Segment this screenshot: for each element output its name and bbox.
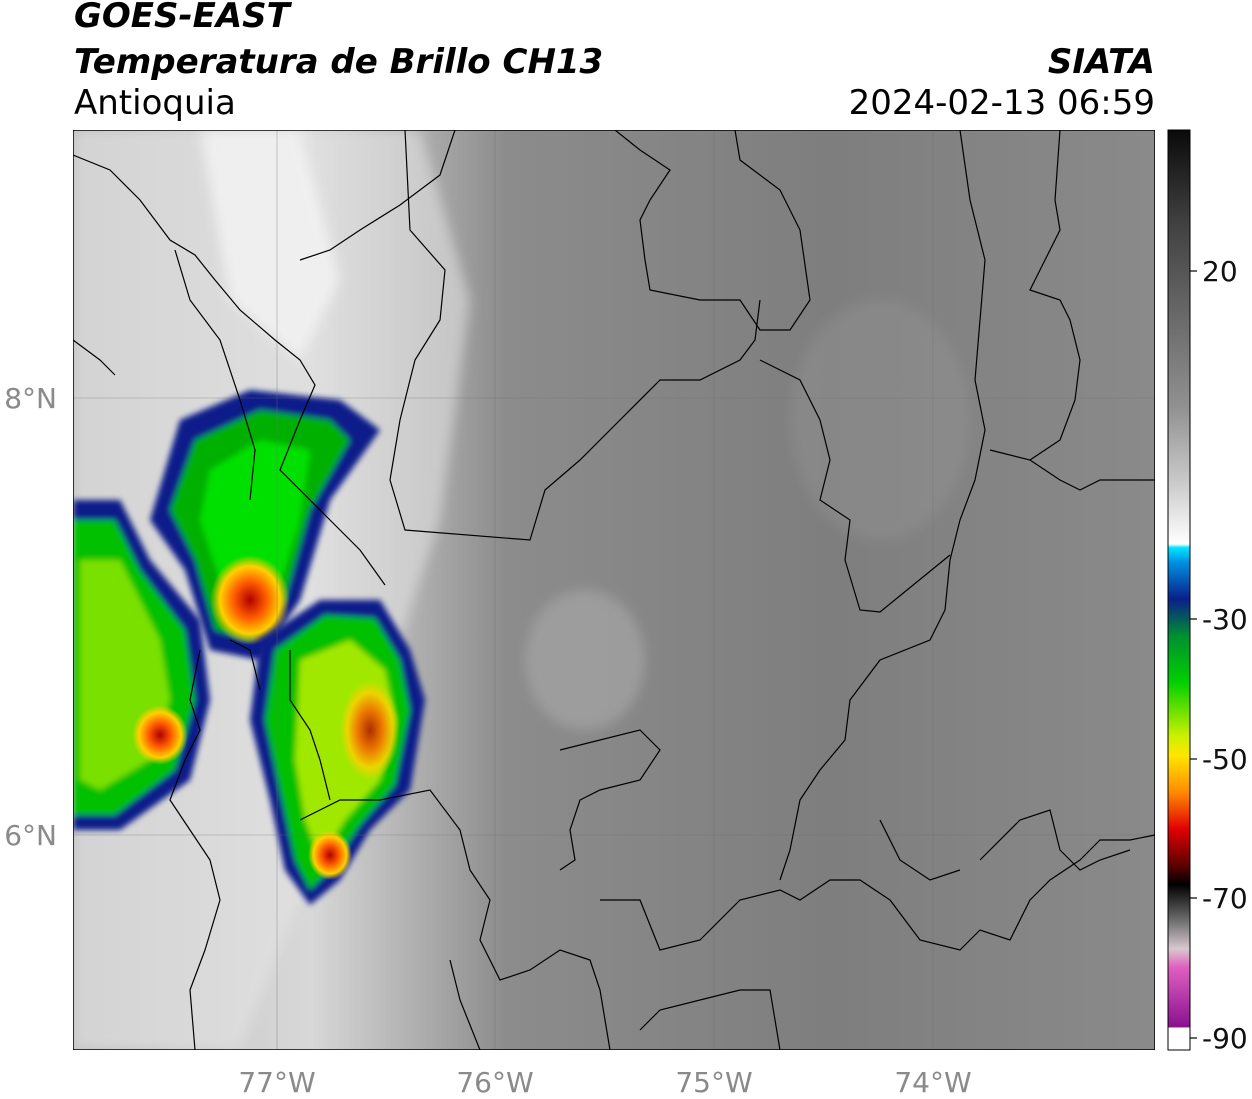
colorbar-tick-minus50: -50 (1202, 743, 1248, 776)
colorbar-tick-minus90: -90 (1202, 1022, 1248, 1055)
map-imagery (73, 130, 1155, 1050)
lon-tick-74w: 74°W (894, 1066, 971, 1099)
datetime-label: 2024-02-13 06:59 (848, 83, 1155, 123)
satellite-title: GOES-EAST (74, 0, 290, 36)
product-title: Temperatura de Brillo CH13 (74, 42, 604, 82)
lat-tick-8n: 8°N (4, 382, 57, 415)
colorbar-tick-minus30: -30 (1202, 603, 1248, 636)
lat-tick-6n: 6°N (4, 819, 57, 852)
colorbar: 20 -30 -50 -70 -90 (1167, 129, 1248, 1055)
colorbar-tick-20: 20 (1202, 255, 1238, 288)
region-label: Antioquia (74, 83, 236, 123)
agency-label: SIATA (1047, 42, 1155, 82)
graticule (73, 130, 1155, 1050)
lon-tick-75w: 75°W (675, 1066, 752, 1099)
boundaries (73, 130, 1155, 1050)
lon-tick-76w: 76°W (456, 1066, 533, 1099)
lon-tick-77w: 77°W (238, 1066, 315, 1099)
colorbar-tick-minus70: -70 (1202, 882, 1248, 915)
